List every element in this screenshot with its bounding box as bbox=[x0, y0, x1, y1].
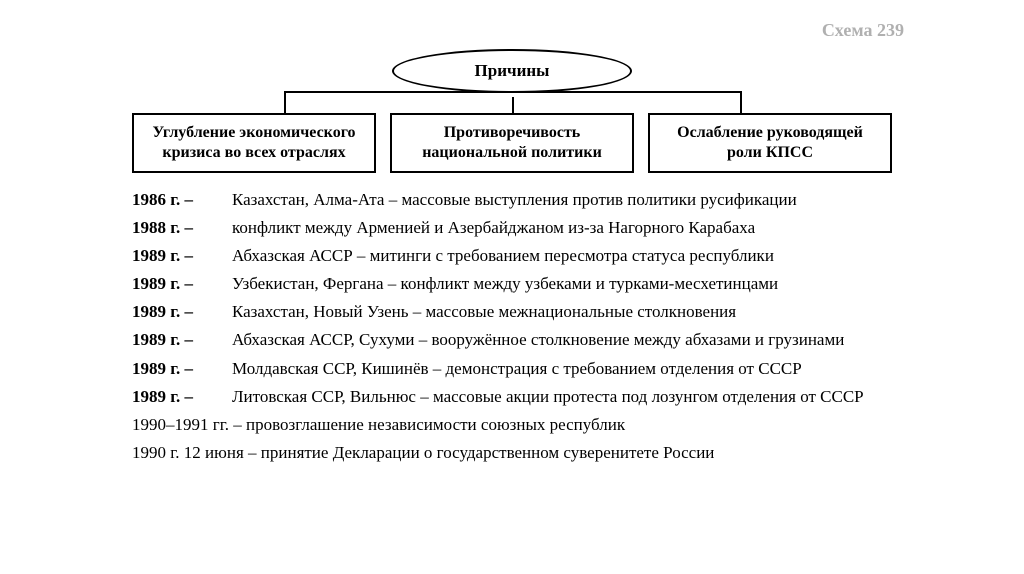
event-row: 1988 г. – конфликт между Арменией и Азер… bbox=[132, 217, 892, 239]
event-desc: Казахстан, Новый Узень – массовые межнац… bbox=[232, 301, 736, 323]
cause-box-3: Ослабление руководящей роли КПСС bbox=[648, 113, 892, 173]
cause-box-2: Противоречивость национальной политики bbox=[390, 113, 634, 173]
event-desc: Абхазская АССР – митинги с требованием п… bbox=[232, 245, 774, 267]
events-list: 1986 г. – Казахстан, Алма-Ата – массовые… bbox=[132, 189, 892, 464]
event-desc: Узбекистан, Фергана – конфликт между узб… bbox=[232, 273, 778, 295]
event-desc: Абхазская АССР, Сухуми – вооружённое сто… bbox=[232, 329, 844, 351]
event-row: 1989 г. – Абхазская АССР, Сухуми – воору… bbox=[132, 329, 892, 351]
causes-diagram: Причины Углубление экономического кризис… bbox=[132, 49, 892, 173]
event-year: 1989 г. – bbox=[132, 301, 232, 323]
event-row: 1989 г. – Молдавская ССР, Кишинёв – демо… bbox=[132, 358, 892, 380]
event-row: 1989 г. – Литовская ССР, Вильнюс – массо… bbox=[132, 386, 892, 408]
connectors bbox=[132, 97, 892, 113]
event-row-full: 1990–1991 гг. – провозглашение независим… bbox=[132, 414, 892, 436]
event-year: 1986 г. – bbox=[132, 189, 232, 211]
event-desc: Литовская ССР, Вильнюс – массовые акции … bbox=[232, 386, 864, 408]
event-year: 1989 г. – bbox=[132, 273, 232, 295]
event-year: 1988 г. – bbox=[132, 217, 232, 239]
event-year: 1989 г. – bbox=[132, 245, 232, 267]
event-desc: Казахстан, Алма-Ата – массовые выступлен… bbox=[232, 189, 797, 211]
event-desc: Молдавская ССР, Кишинёв – демонстрация с… bbox=[232, 358, 802, 380]
event-row: 1989 г. – Казахстан, Новый Узень – массо… bbox=[132, 301, 892, 323]
central-node: Причины bbox=[392, 49, 632, 93]
page-label: Схема 239 bbox=[40, 20, 984, 41]
event-row: 1989 г. – Абхазская АССР – митинги с тре… bbox=[132, 245, 892, 267]
event-year: 1989 г. – bbox=[132, 329, 232, 351]
cause-box-1: Углубление экономического кризиса во все… bbox=[132, 113, 376, 173]
causes-row: Углубление экономического кризиса во все… bbox=[132, 113, 892, 173]
event-row: 1989 г. – Узбекистан, Фергана – конфликт… bbox=[132, 273, 892, 295]
event-desc: конфликт между Арменией и Азербайджаном … bbox=[232, 217, 755, 239]
event-row-full: 1990 г. 12 июня – принятие Декларации о … bbox=[132, 442, 892, 464]
event-year: 1989 г. – bbox=[132, 358, 232, 380]
event-row: 1986 г. – Казахстан, Алма-Ата – массовые… bbox=[132, 189, 892, 211]
event-year: 1989 г. – bbox=[132, 386, 232, 408]
